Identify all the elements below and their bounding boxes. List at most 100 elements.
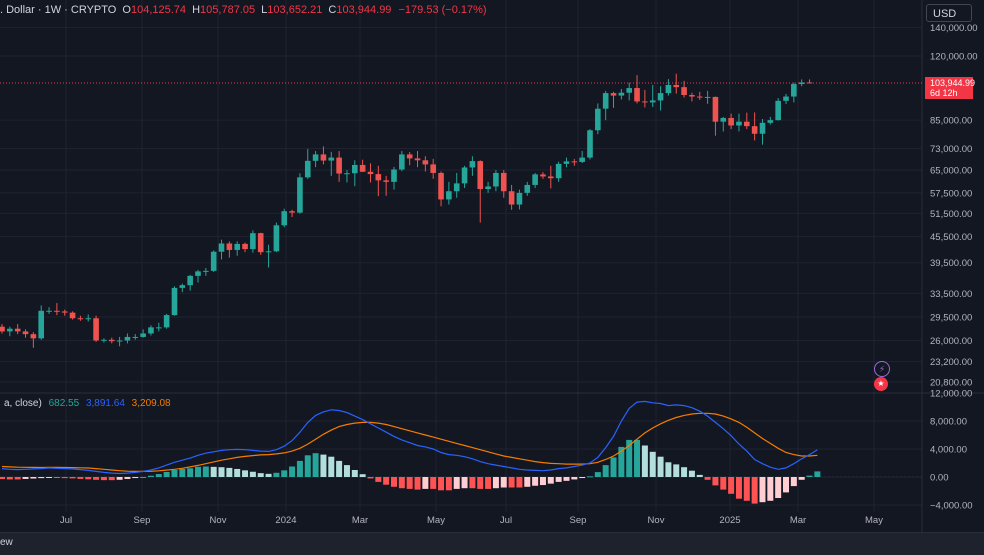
candle-body: [736, 121, 742, 126]
time-tick-label: Mar: [352, 515, 368, 526]
macd-hist-bar: [281, 470, 288, 477]
macd-hist-bar: [0, 477, 5, 480]
candle-body: [0, 326, 5, 332]
price-tick-label: 85,000.00: [930, 116, 972, 127]
candle-body: [798, 82, 805, 85]
candle-body: [265, 251, 272, 253]
candle-body: [203, 270, 209, 272]
candle-body: [367, 171, 374, 175]
candle-body: [775, 100, 781, 121]
macd-hist-bar: [814, 471, 821, 477]
macd-axis: 12,000.00 8,000.00 4,000.00 0.00 −4,000.00: [930, 389, 973, 512]
bottom-panel: ew: [0, 532, 984, 555]
macd-hist-bar: [14, 477, 21, 480]
candle-body: [508, 191, 515, 205]
candle-body: [751, 126, 758, 134]
macd-hist-bar: [587, 476, 593, 478]
price-tick-label: 29,500.00: [930, 312, 972, 323]
macd-hist-bar: [524, 477, 531, 487]
macd-hist-bar: [728, 477, 735, 494]
candle-body: [304, 160, 311, 178]
macd-hist-bar: [132, 477, 139, 479]
symbol-title[interactable]: . Dollar · 1W · CRYPTO: [0, 4, 117, 16]
macd-hist-bar: [30, 477, 37, 479]
macd-hist-bar: [93, 477, 100, 480]
candle-body: [257, 233, 264, 253]
candle-body: [806, 82, 813, 84]
candle-body: [579, 157, 585, 162]
candle-body: [696, 96, 703, 98]
macd-hist-bar: [398, 477, 405, 489]
candle-body: [148, 327, 154, 334]
candle-body: [359, 164, 366, 172]
bottom-tab[interactable]: ew: [0, 537, 13, 548]
candle-body: [38, 310, 44, 339]
candle-body: [140, 333, 146, 337]
macd-hist-bar: [649, 451, 656, 477]
macd-hist-bar: [202, 466, 209, 477]
macd-hist-bar: [69, 477, 76, 479]
macd-hist-bar: [681, 467, 688, 477]
macd-hist-bar: [179, 468, 186, 477]
macd-hist-bar: [242, 470, 249, 477]
candle-body: [422, 160, 429, 165]
candle-body: [226, 243, 233, 250]
lightning-icon[interactable]: ⚡: [874, 361, 890, 377]
candle-body: [681, 87, 687, 96]
macd-hist-bar: [359, 474, 366, 477]
us-flag-icon[interactable]: ★: [874, 377, 888, 391]
macd-hist-bar: [438, 477, 445, 491]
macd-hist-bar: [234, 468, 241, 477]
macd-tick-label: 4,000.00: [930, 445, 967, 456]
candle-body: [187, 275, 193, 286]
price-tick-label: 57,500.00: [930, 188, 972, 199]
macd-hist-bar: [516, 477, 523, 488]
macd-hist-bar: [77, 477, 84, 479]
candle-body: [791, 84, 797, 97]
time-tick-label: Mar: [790, 515, 806, 526]
candle-body: [430, 164, 436, 173]
candle-body: [391, 169, 397, 182]
macd-hist-bar: [673, 464, 680, 477]
time-tick-label: 2025: [719, 515, 740, 526]
macd-hist-bar: [626, 439, 633, 477]
candle-body: [704, 96, 711, 98]
candle-body: [446, 191, 452, 200]
candle-body: [406, 154, 413, 159]
macd-hist-bar: [312, 453, 319, 477]
bar-countdown: 6d 12h: [930, 88, 958, 98]
macd-hist-bar: [688, 470, 695, 477]
macd-hist-bar: [61, 477, 68, 479]
candle-body: [69, 312, 76, 319]
price-tick-label: 45,500.00: [930, 232, 972, 243]
macd-tick-label: 8,000.00: [930, 417, 967, 428]
candle-body: [116, 340, 123, 342]
macd-hist-bar: [304, 455, 311, 477]
macd-hist-bar: [696, 474, 703, 477]
candle-body: [469, 161, 476, 168]
low-value: 103,652.21: [267, 4, 323, 16]
candle-body: [555, 163, 562, 179]
candle-body: [767, 120, 774, 123]
close-value: 103,944.99: [336, 4, 392, 16]
macd-hist-bar: [155, 474, 162, 477]
macd-hist-bar: [140, 477, 147, 478]
currency-button[interactable]: USD: [926, 4, 972, 22]
macd-hist-bar: [469, 477, 476, 489]
price-axis: 140,000.00 120,000.00 85,000.00 73,000.00 65…: [930, 23, 978, 389]
macd-hist-bar: [249, 471, 256, 477]
candle-body: [493, 172, 499, 187]
candle-body: [783, 96, 789, 101]
candle-body: [30, 334, 37, 339]
candle-body: [665, 84, 672, 94]
macd-tick-label: 12,000.00: [930, 389, 972, 400]
macd-hist-bar: [265, 473, 272, 477]
macd-hist-bar: [414, 477, 421, 490]
macd-legend[interactable]: a, close) 682.55 3,891.64 3,209.08: [4, 398, 171, 409]
candle-body: [101, 339, 107, 341]
macd-hist-value: 682.55: [48, 398, 80, 409]
macd-hist-bar: [210, 466, 217, 477]
macd-signal-line: [1, 412, 818, 472]
candle-body: [657, 93, 664, 101]
